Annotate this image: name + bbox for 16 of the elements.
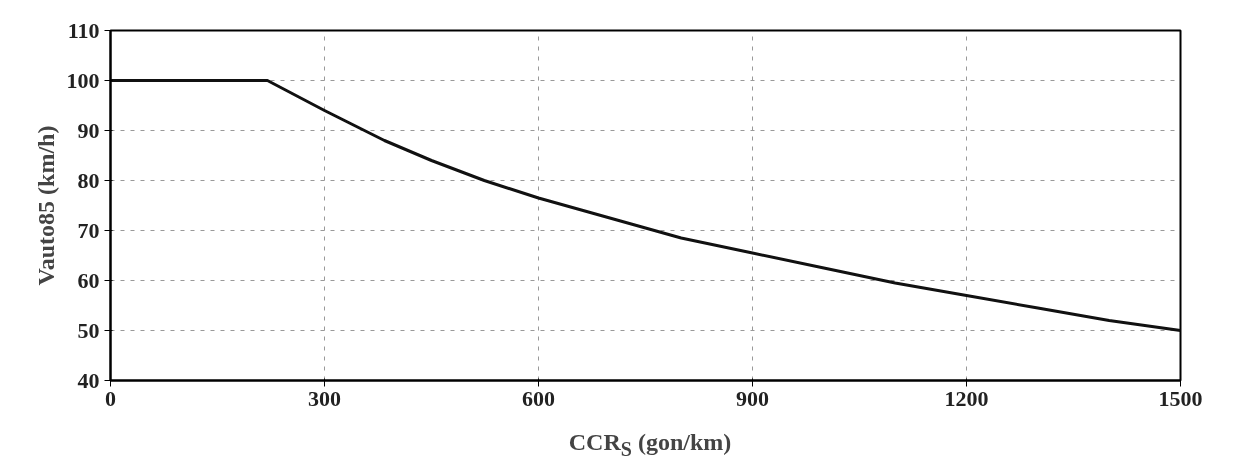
y-tick-label: 100 [66,67,100,93]
y-tick-label: 60 [77,267,100,293]
x-tick-label: 600 [522,385,555,411]
x-tick-label: 1500 [1158,385,1203,411]
y-tick-label: 90 [77,117,100,143]
x-tick-label: 1200 [944,385,989,411]
y-tick-label: 50 [77,317,100,343]
x-tick-label: 0 [105,385,116,411]
x-tick-label: 900 [736,385,769,411]
y-tick-label: 70 [77,217,100,243]
y-tick-label: 110 [67,17,100,43]
x-tick-label: 300 [308,385,341,411]
x-axis-title: CCR$_{S}$ (gon/km) [568,428,732,462]
y-tick-label: 80 [77,167,100,193]
y-tick-label: 40 [77,367,100,393]
y-axis-title: Vauto85 (km/h) [32,125,59,286]
